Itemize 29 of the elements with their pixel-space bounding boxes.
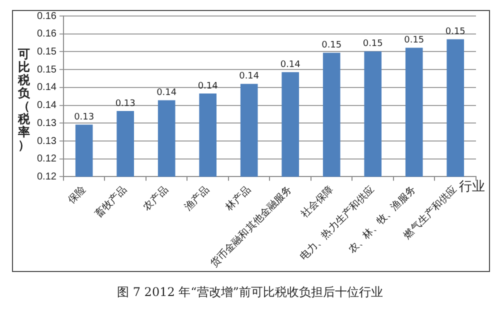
data-label: 0.13	[115, 98, 136, 109]
data-label: 0.14	[156, 88, 177, 98]
x-tick-label: 畜牧产品	[92, 183, 130, 220]
x-tick-label: 农产品	[140, 183, 171, 214]
y-tick-label: 0.13	[36, 118, 57, 129]
x-tick-label: 保险	[65, 183, 88, 206]
y-tick-label: 0.12	[36, 171, 57, 182]
data-label: 0.15	[404, 36, 424, 46]
y-tick-label: 0.14	[36, 100, 57, 112]
x-axis-title: 行业	[459, 180, 485, 195]
data-label: 0.14	[198, 81, 218, 92]
data-label: 0.15	[445, 27, 466, 38]
y-tick-label: 0.12	[36, 154, 57, 165]
y-tick-label: 0.15	[36, 46, 57, 58]
y-tick-label: 0.16	[36, 10, 57, 22]
y-axis-title: 可比税负（税率）	[16, 47, 31, 152]
data-label: 0.13	[74, 112, 94, 122]
x-tick-label: 渔产品	[182, 183, 212, 214]
data-label: 0.15	[322, 40, 342, 51]
y-tick-label: 0.15	[36, 64, 57, 76]
caption: 图 7 2012 年“营改增”前可比税收负担后十位行业	[116, 284, 384, 301]
y-tick-label: 0.13	[36, 136, 57, 147]
x-tick-label: 社会保障	[298, 183, 336, 220]
y-tick-label: 0.16	[36, 28, 57, 40]
y-tick-label: 0.14	[36, 82, 57, 94]
data-label: 0.14	[239, 72, 260, 82]
x-tick-label: 林产品	[222, 183, 254, 214]
data-label: 0.14	[280, 60, 301, 70]
data-label: 0.15	[362, 39, 383, 50]
